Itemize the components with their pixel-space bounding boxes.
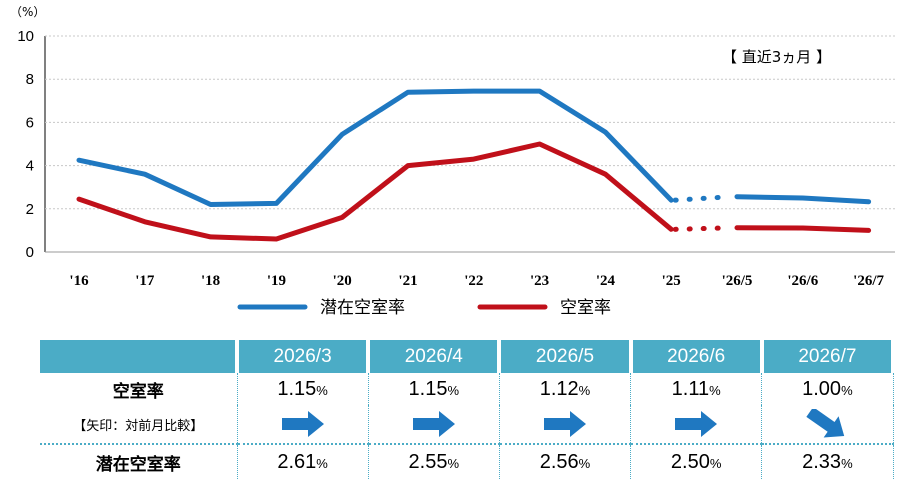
potential-value-cell-number: 2.50 (670, 450, 710, 473)
x-tick-label: '17 (135, 273, 155, 289)
y-tick-label: 6 (26, 114, 34, 131)
legend-label: 空室率 (560, 298, 611, 318)
table-header-row: 2026/3 2026/4 2026/5 2026/6 2026/7 (40, 340, 896, 373)
month-header: 2026/5 (497, 340, 633, 373)
potential-value-cell: 2.55% (367, 443, 500, 479)
potential-vacancy-annual-line (76, 88, 674, 207)
potential-vacancy-connector-dots (672, 194, 734, 203)
vacancy-value-cell: 1.15% (236, 373, 369, 405)
arrow-cell (236, 405, 369, 444)
y-tick-label: 10 (17, 28, 34, 45)
x-tick-label: '26/6 (787, 273, 818, 289)
x-tick-label: '21 (398, 273, 417, 289)
series-lines (76, 88, 872, 242)
vacancy-connector-dots (672, 225, 734, 232)
percent-sign: % (841, 455, 853, 471)
right-arrow-icon (675, 411, 718, 437)
percent-sign: % (709, 455, 722, 471)
arrow-cell (630, 405, 763, 444)
x-tick-label: '25 (662, 273, 681, 289)
percent-sign: % (709, 382, 721, 398)
x-tick-label: '24 (596, 273, 616, 289)
potential-value-cell-number: 2.61 (277, 450, 317, 473)
vacancy-value-cell: 1.00% (761, 373, 894, 405)
potential-value-cell: 2.61% (236, 443, 369, 479)
y-tick-label: 2 (26, 201, 34, 218)
potential-value-cell-number: 2.55 (408, 450, 448, 473)
x-tick-label: '23 (530, 273, 549, 289)
arrow-row: 【矢印：対前月比較】 (40, 405, 894, 444)
right-arrow-icon (543, 411, 586, 437)
vacancy-recent-line (734, 225, 872, 233)
month-header: 2026/6 (628, 340, 764, 373)
table-corner-cell (40, 340, 239, 373)
month-header: 2026/7 (759, 340, 896, 373)
percent-sign: % (316, 455, 328, 471)
vacancy-value-cell: 1.15% (367, 373, 500, 405)
x-tick-label: '16 (69, 273, 89, 289)
month-header: 2026/4 (366, 340, 502, 373)
month-header: 2026/3 (234, 340, 371, 373)
percent-sign: % (447, 455, 460, 471)
percent-sign: % (841, 382, 853, 398)
vacancy-value-cell: 1.11% (630, 373, 763, 405)
y-tick-label: 0 (26, 244, 34, 261)
chart-grid (44, 35, 895, 253)
arrow-cell (498, 405, 632, 444)
arrow-cell (761, 405, 894, 444)
y-tick-label: 8 (26, 71, 34, 88)
percent-sign: % (447, 382, 460, 398)
potential-value-cell: 2.33% (761, 443, 894, 479)
recent-months-note: 【 直近3ヵ月 】 (722, 48, 831, 66)
x-tick-label: '26/5 (722, 273, 753, 289)
y-unit-label: （%） (10, 5, 45, 19)
percent-sign: % (316, 382, 328, 398)
x-tick-label: '20 (333, 273, 352, 289)
y-tick-label: 4 (26, 158, 34, 175)
percent-sign: % (578, 455, 591, 471)
potential-vacancy-row: 潜在空室率 2.61% 2.55% 2.56% 2.50% 2.33% (40, 443, 894, 479)
potential-row-label: 潜在空室率 (40, 443, 237, 479)
vacancy-value-cell-number: 1.00 (802, 377, 842, 400)
percent-sign: % (578, 382, 591, 398)
potential-value-cell: 2.56% (498, 443, 632, 479)
line-chart: 10 8 6 4 2 0 '16 '17 '18 '19 '20 '21 '22 '23 '24 '25 '2… (10, 5, 895, 318)
arrow-cell (367, 405, 500, 444)
vacancy-value-cell-number: 1.12 (539, 377, 579, 400)
vacancy-row: 空室率 1.15% 1.15% 1.12% 1.11% 1.00% (40, 373, 894, 405)
x-tick-labels: '16 '17 '18 '19 '20 '21 '22 '23 '24 '25 '26/5 '26/6… (69, 273, 884, 289)
down-right-arrow-icon (806, 409, 845, 438)
potential-vacancy-recent-line (734, 194, 872, 205)
right-arrow-icon (412, 411, 455, 437)
x-tick-label: '18 (201, 273, 220, 289)
potential-value-cell-number: 2.56 (539, 450, 579, 473)
x-tick-label: '19 (267, 273, 286, 289)
legend-label: 潜在空室率 (320, 298, 405, 318)
arrow-note-label: 【矢印：対前月比較】 (73, 418, 204, 434)
monthly-rate-table: 2026/3 2026/4 2026/5 2026/6 2026/7 空室率 1.15%… (40, 340, 896, 479)
potential-value-cell-number: 2.33 (802, 450, 842, 473)
vacancy-value-cell: 1.12% (498, 373, 632, 405)
vacancy-value-cell-number: 1.15 (277, 377, 317, 400)
x-tick-label: '22 (464, 273, 483, 289)
vacancy-value-cell-number: 1.15 (408, 377, 448, 400)
potential-value-cell: 2.50% (630, 443, 763, 479)
vacancy-annual-line (76, 141, 674, 242)
vacancy-value-cell-number: 1.11 (671, 377, 710, 400)
vacancy-row-label: 空室率 (112, 381, 164, 402)
y-tick-labels: 10 8 6 4 2 0 (17, 28, 34, 261)
legend: 潜在空室率 空室率 (237, 298, 611, 318)
right-arrow-icon (281, 411, 324, 437)
x-tick-label: '26/7 (853, 273, 884, 289)
